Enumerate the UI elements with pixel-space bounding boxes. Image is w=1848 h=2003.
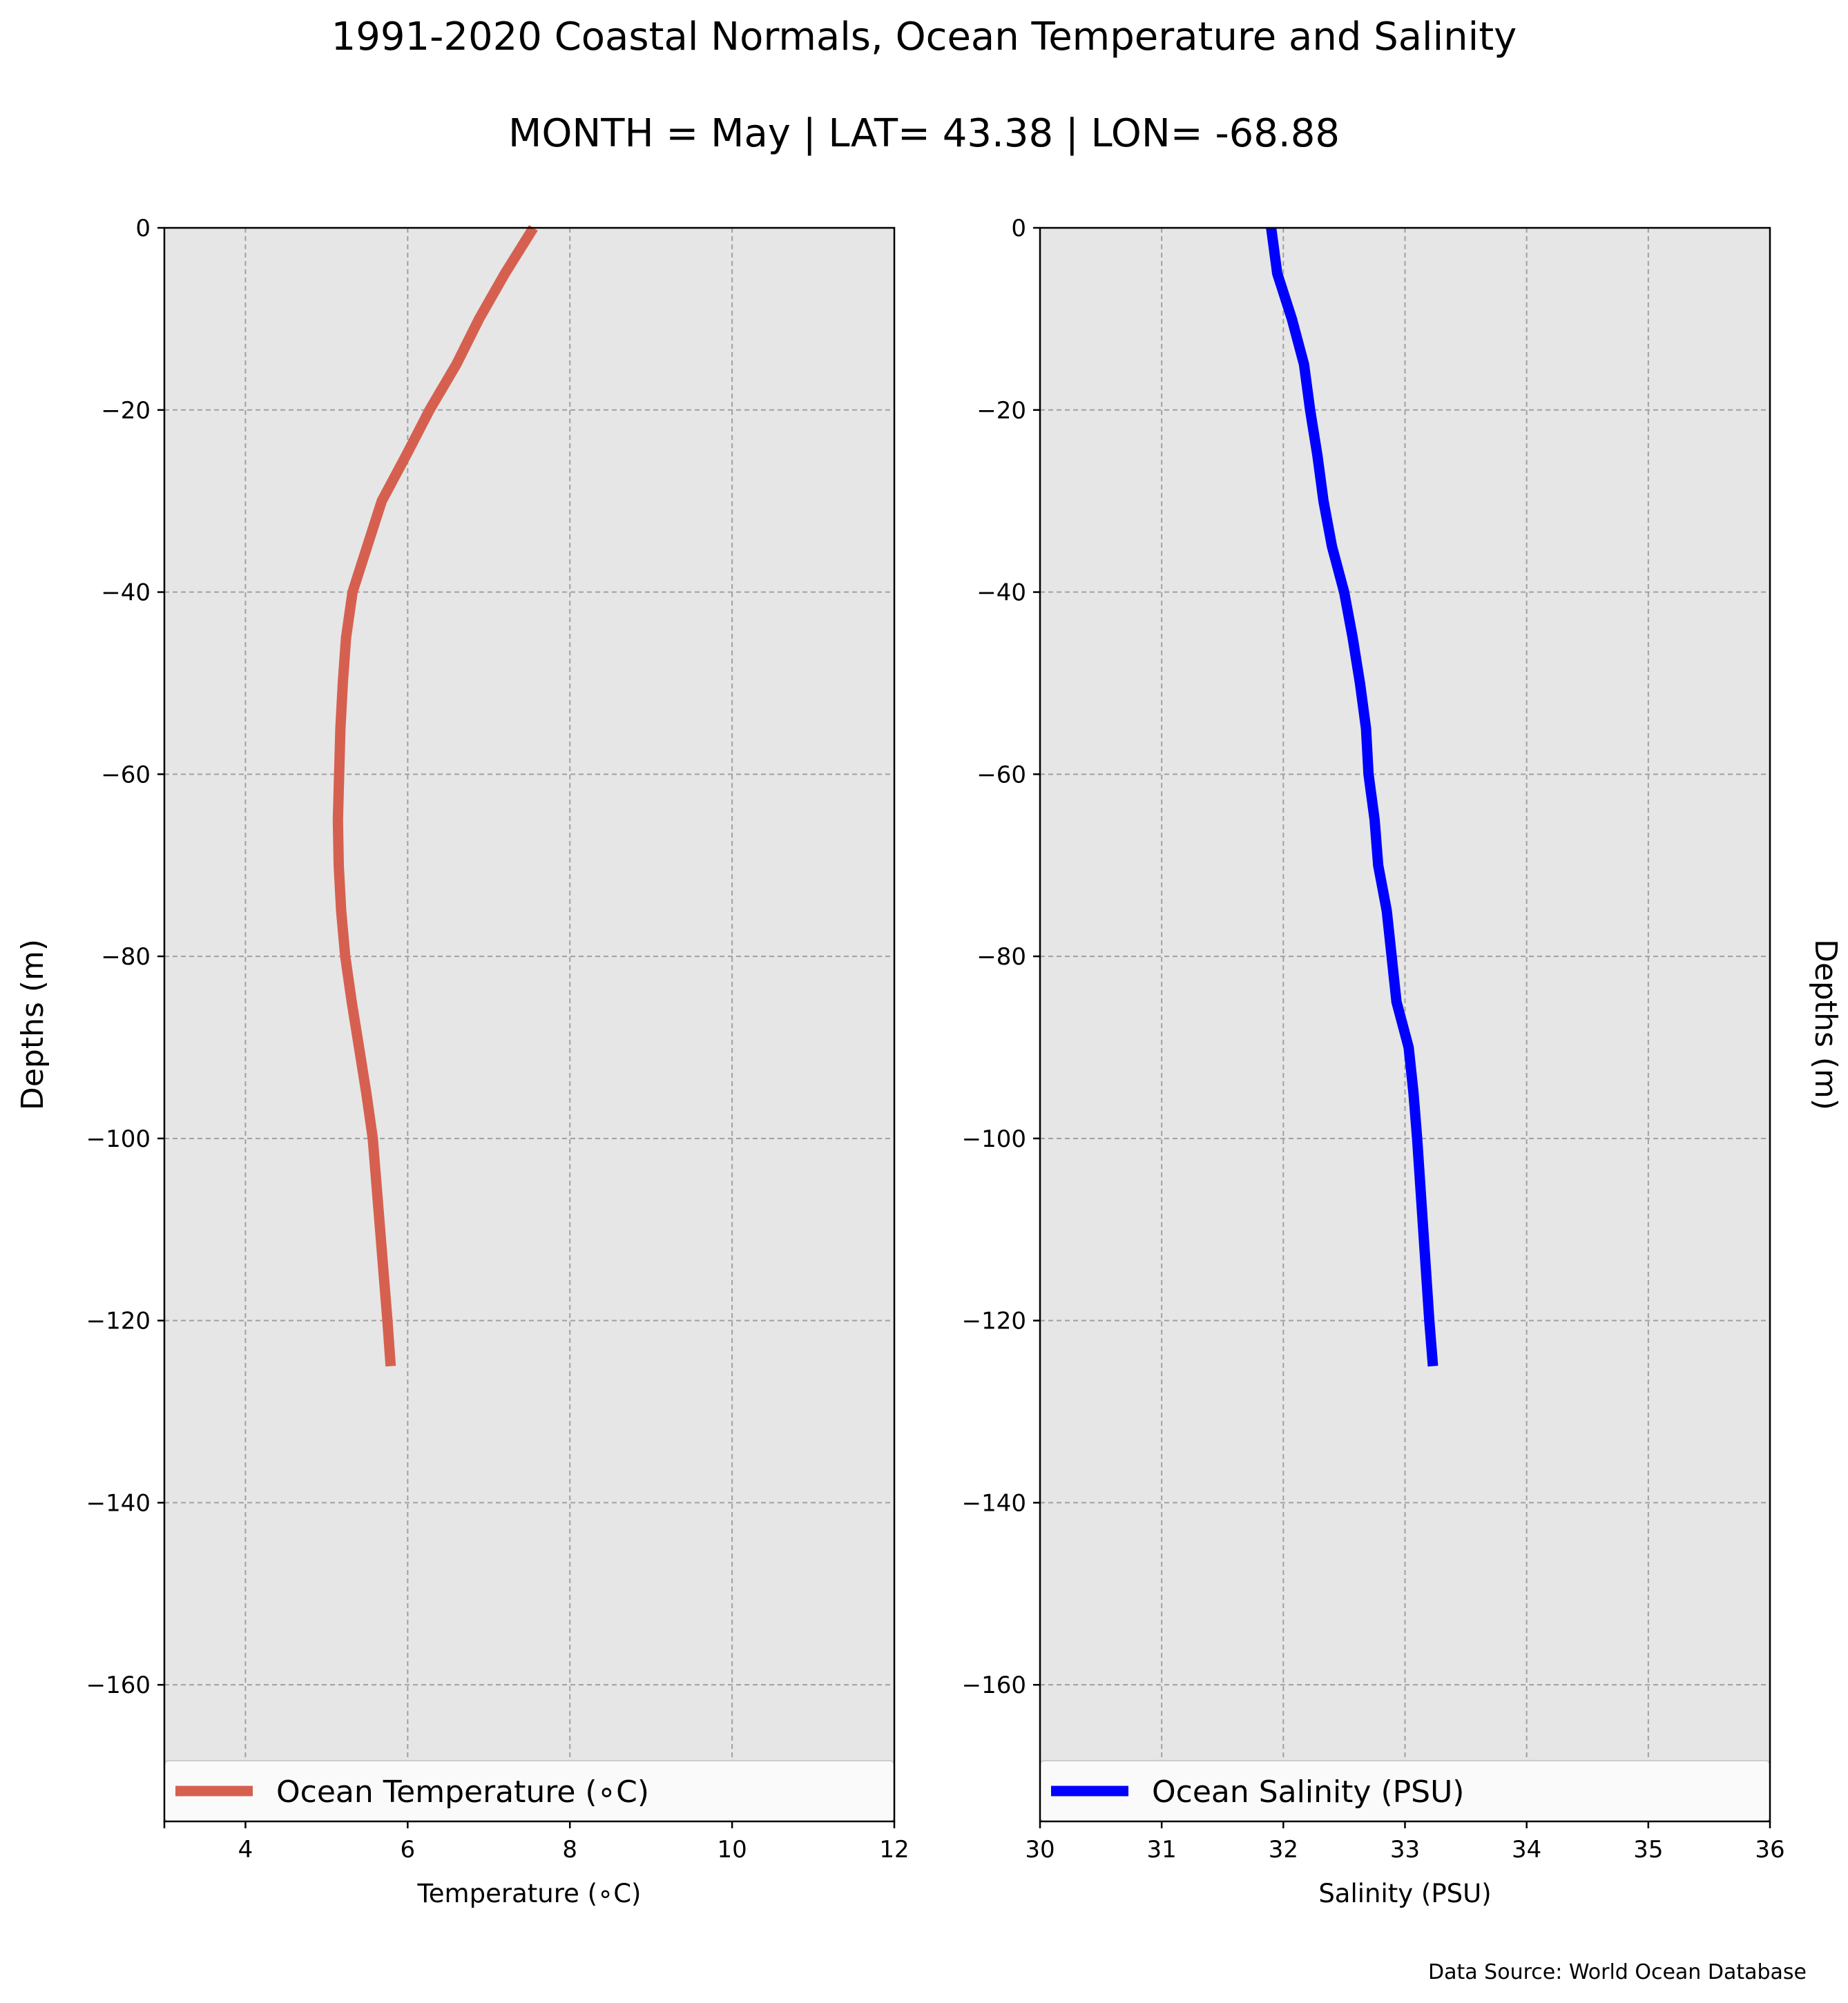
sal-series-line-0 xyxy=(1266,227,1438,1367)
temp-plot-background xyxy=(164,228,894,1821)
sal-y-axis-label: Depths (m) xyxy=(1808,939,1843,1110)
sal-y-tick-label: 0 xyxy=(1011,215,1026,242)
temp-x-axis-label: Temperature (∘C) xyxy=(416,1879,641,1908)
sal-x-axis-label: Salinity (PSU) xyxy=(1318,1879,1491,1908)
sal-x-tick-label: 34 xyxy=(1512,1836,1541,1864)
sal-y-tick-label: −120 xyxy=(962,1308,1026,1335)
temperature-panel: Ocean Temperature (∘C) 4 6 8 10 12 0 −20 −40 −60 −… xyxy=(15,215,909,1908)
sal-y-tick-label: −100 xyxy=(962,1125,1026,1153)
temp-x-tick-label: 8 xyxy=(562,1836,577,1864)
sal-y-tick-label: −40 xyxy=(976,579,1026,607)
temp-y-tick-label: −60 xyxy=(101,761,151,788)
temp-y-tick-label: −40 xyxy=(101,579,151,607)
temp-axes-frame xyxy=(163,226,896,1823)
temp-y-tick-label: −20 xyxy=(101,397,151,425)
sal-y-tick-label: −160 xyxy=(962,1672,1026,1699)
sal-y-tick-label: −140 xyxy=(962,1489,1026,1517)
temp-y-tick-label: −140 xyxy=(86,1489,151,1517)
sal-y-tick-label: −20 xyxy=(976,397,1026,425)
sal-x-tick-label: 30 xyxy=(1025,1836,1055,1864)
figure-subtitle: MONTH = May | LAT= 43.38 | LON= -68.88 xyxy=(508,111,1340,156)
temp-y-tick-label: −100 xyxy=(86,1125,151,1153)
temp-y-tick-label: 0 xyxy=(135,215,151,242)
temp-legend-label: Ocean Temperature (∘C) xyxy=(276,1774,649,1810)
sal-x-tick-label: 31 xyxy=(1147,1836,1177,1864)
sal-legend-label: Ocean Salinity (PSU) xyxy=(1152,1774,1464,1810)
temp-y-axis-label: Depths (m) xyxy=(15,939,50,1110)
sal-x-tick-label: 35 xyxy=(1633,1836,1663,1864)
temp-x-tick-label: 12 xyxy=(879,1836,909,1864)
sal-x-tick-label: 33 xyxy=(1390,1836,1420,1864)
temp-x-tick-label: 6 xyxy=(401,1836,416,1864)
temp-x-tick-label: 4 xyxy=(238,1836,253,1864)
sal-y-tick-label: −60 xyxy=(976,761,1026,788)
salinity-panel: Ocean Salinity (PSU) 30 31 32 33 34 35 36 0 −20 −4… xyxy=(962,215,1843,1908)
data-source-note: Data Source: World Ocean Database xyxy=(1428,1960,1807,1984)
figure-title: 1991-2020 Coastal Normals, Ocean Tempera… xyxy=(331,14,1517,59)
temp-y-tick-label: −80 xyxy=(101,943,151,971)
temp-x-tick-label: 10 xyxy=(717,1836,747,1864)
sal-x-tick-label: 32 xyxy=(1269,1836,1298,1864)
sal-y-tick-label: −80 xyxy=(976,943,1026,971)
temp-series-line-0 xyxy=(332,225,538,1367)
sal-x-tick-label: 36 xyxy=(1755,1836,1784,1864)
temp-y-tick-label: −120 xyxy=(86,1308,151,1335)
temp-y-tick-label: −160 xyxy=(86,1672,151,1699)
